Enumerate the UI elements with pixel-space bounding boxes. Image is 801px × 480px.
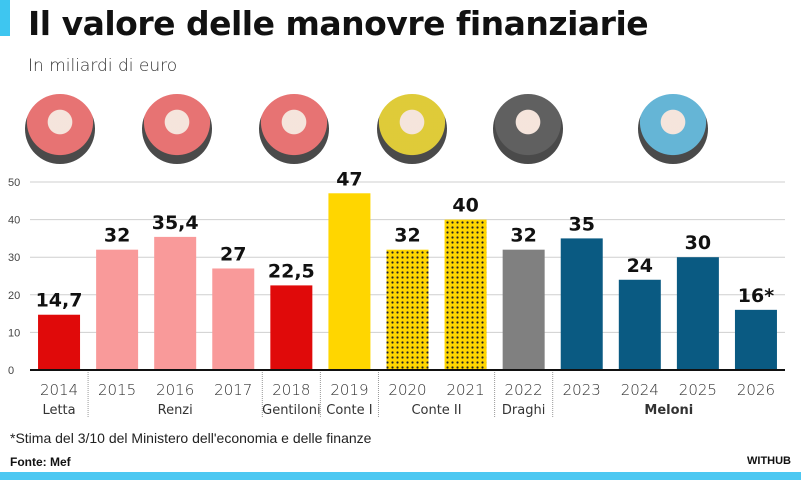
data-label: 35,4 <box>152 212 199 234</box>
bar-2023 <box>560 238 603 370</box>
bar-2016 <box>154 236 197 370</box>
chart-subtitle: In miliardi di euro <box>28 56 178 76</box>
data-label: 24 <box>627 255 653 277</box>
data-label: 35 <box>569 213 595 235</box>
data-label: 47 <box>336 168 362 190</box>
government-label: Gentiloni <box>262 403 320 418</box>
portrait-renzi <box>142 94 212 164</box>
bar-2017 <box>212 268 255 370</box>
y-tick-label: 20 <box>8 290 20 302</box>
data-label: 32 <box>510 225 536 247</box>
y-tick-label: 10 <box>8 327 20 339</box>
portrait-draghi <box>493 94 563 164</box>
data-label: 32 <box>394 225 420 247</box>
bar-2025 <box>676 257 719 370</box>
bar-2022 <box>502 249 545 370</box>
data-label: 40 <box>452 195 478 217</box>
y-tick-label: 30 <box>8 252 20 264</box>
footnote: *Stima del 3/10 del Ministero dell'econo… <box>10 430 372 446</box>
bar-2015 <box>96 249 139 370</box>
y-tick-label: 40 <box>8 215 20 227</box>
portrait-meloni <box>638 94 708 164</box>
x-tick-label: 2017 <box>214 381 252 399</box>
bar-2024 <box>618 279 661 370</box>
bar-2018 <box>270 285 313 370</box>
chart-title: Il valore delle manovre finanziarie <box>28 4 649 43</box>
government-label: Conte II <box>411 403 461 418</box>
x-tick-label: 2015 <box>98 381 136 399</box>
brand-logo: WITHUB <box>747 455 791 467</box>
bar-2014 <box>38 314 81 370</box>
bar-chart: 0 10 20 30 40 50 14,7 2014 32 2015 35,4 2016 27 2017 2… <box>8 168 785 418</box>
data-label: 30 <box>685 232 711 254</box>
x-tick-label: 2019 <box>330 381 368 399</box>
portrait-letta <box>25 94 95 164</box>
government-label: Renzi <box>158 403 193 418</box>
government-label: Conte I <box>326 403 372 418</box>
x-tick-label: 2020 <box>388 381 426 399</box>
bottom-accent-bar <box>0 472 801 480</box>
bar-2019 <box>328 193 371 370</box>
bar-2020 <box>386 249 429 370</box>
x-tick-label: 2016 <box>156 381 194 399</box>
bar-2021 <box>444 219 487 370</box>
x-tick-label: 2022 <box>505 381 543 399</box>
data-label: 22,5 <box>268 260 315 282</box>
source-label: Fonte: Mef <box>10 455 71 469</box>
x-tick-label: 2018 <box>272 381 310 399</box>
x-tick-label: 2021 <box>446 381 484 399</box>
portrait-conte <box>377 94 447 164</box>
bar-2026 <box>734 309 777 370</box>
x-tick-label: 2025 <box>679 381 717 399</box>
data-label: 27 <box>220 243 246 265</box>
data-label: 14,7 <box>36 290 83 312</box>
data-label: 32 <box>104 225 130 247</box>
data-label: 16* <box>738 285 774 307</box>
x-tick-label: 2024 <box>621 381 659 399</box>
y-tick-label: 50 <box>8 177 20 189</box>
government-label: Meloni <box>644 403 693 418</box>
accent-bar <box>0 0 10 36</box>
y-tick-label: 0 <box>8 365 14 377</box>
x-tick-label: 2023 <box>563 381 601 399</box>
portrait-gentiloni <box>259 94 329 164</box>
government-label: Draghi <box>502 403 545 418</box>
x-tick-label: 2014 <box>40 381 78 399</box>
government-label: Letta <box>42 403 75 418</box>
x-tick-label: 2026 <box>737 381 775 399</box>
